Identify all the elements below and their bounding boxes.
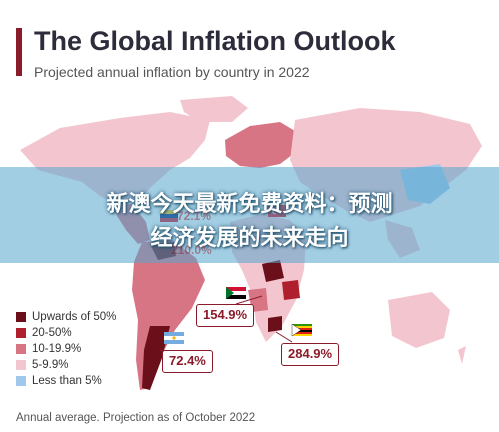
legend-swatch	[16, 343, 26, 354]
legend-label: Upwards of 50%	[32, 310, 117, 323]
map-region-new-zealand	[458, 346, 466, 364]
promo-banner	[0, 167, 499, 263]
page-title: The Global Inflation Outlook	[34, 26, 396, 56]
legend-item: Less than 5%	[16, 373, 116, 388]
callout-leader-zimbabwe	[275, 331, 293, 343]
zimbabwe-flag	[291, 323, 312, 337]
legend-label: 5-9.9%	[32, 358, 69, 371]
callout-sudan: 154.9%	[196, 304, 255, 327]
map-region-ethiopia	[282, 280, 300, 300]
legend-swatch	[16, 359, 26, 370]
map-region-australia	[388, 292, 450, 348]
legend-item: 10-19.9%	[16, 341, 116, 356]
legend-item: 20-50%	[16, 325, 116, 340]
callout-argentina: 72.4%	[162, 350, 213, 373]
legend-swatch	[16, 375, 26, 386]
map-region-zimbabwe	[268, 316, 282, 332]
banner-text-line-1: 新澳今天最新免费资料：预测	[106, 192, 393, 217]
footnote: Annual average. Projection as of October…	[16, 412, 256, 424]
map-region-sudan	[262, 260, 284, 282]
legend-swatch	[16, 327, 26, 338]
callout-zimbabwe: 284.9%	[281, 343, 340, 366]
legend-item: Upwards of 50%	[16, 309, 116, 324]
legend-label: 20-50%	[32, 326, 72, 339]
sudan-flag	[226, 287, 246, 299]
legend-item: 5-9.9%	[16, 357, 116, 372]
legend-swatch	[16, 311, 26, 322]
map-region-europe	[225, 122, 300, 168]
map-region-greenland	[180, 96, 248, 122]
legend-label: Less than 5%	[32, 374, 102, 387]
argentina-flag	[164, 332, 184, 344]
legend-label: 10-19.9%	[32, 342, 82, 355]
map-region-north-america	[20, 112, 210, 206]
title-accent-bar	[16, 28, 22, 76]
map-region-argentina	[142, 326, 170, 390]
map-legend: Upwards of 50% 20-50% 10-19.9% 5-9.9% Le…	[16, 309, 116, 389]
obscured-callout-turkey: 72.1%	[177, 209, 212, 223]
callout-leader-sudan	[235, 295, 263, 305]
banner-text-line-2: 经济发展的未来走向	[150, 226, 349, 251]
obscured-callout-venezuela: 210.0%	[171, 243, 212, 257]
page-subtitle: Projected annual inflation by country in…	[34, 64, 310, 80]
